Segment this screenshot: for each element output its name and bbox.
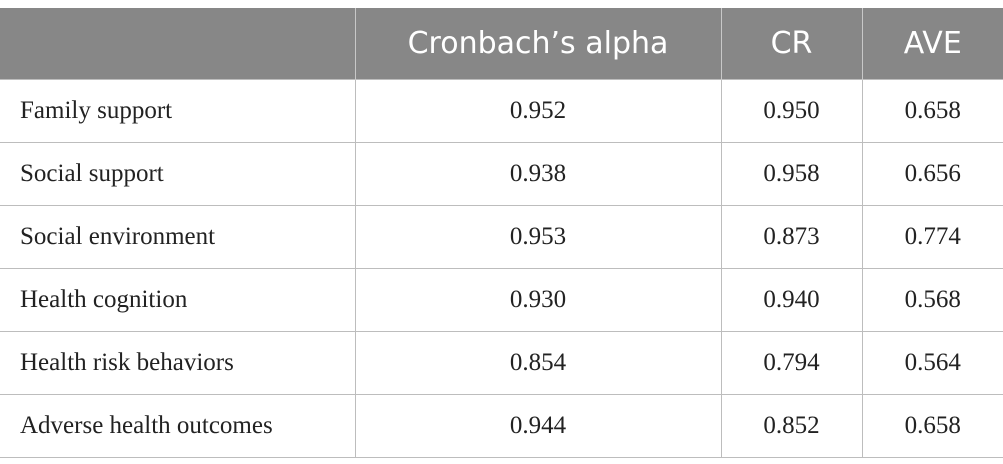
header-cell: CR [720,8,862,80]
value-cell: 0.952 [354,79,722,143]
value-cell: 0.958 [720,142,863,206]
value-cell: 0.930 [354,268,722,332]
value-cell: 0.953 [354,205,722,269]
value-cell: 0.950 [720,79,863,143]
value-cell: 0.774 [861,205,1003,269]
value-cell: 0.852 [720,394,863,458]
table-row: Family support 0.952 0.950 0.658 [0,79,1003,143]
header-cell: Cronbach’s alpha [354,8,721,80]
header-cell [0,8,355,80]
row-label: Family support [0,79,356,143]
table-row: Adverse health outcomes 0.944 0.852 0.658 [0,394,1003,458]
table-row: Health risk behaviors 0.854 0.794 0.564 [0,331,1003,395]
value-cell: 0.854 [354,331,722,395]
value-cell: 0.944 [354,394,722,458]
table-row: Social environment 0.953 0.873 0.774 [0,205,1003,269]
value-cell: 0.564 [861,331,1003,395]
header-row: Cronbach’s alpha CR AVE [0,8,1003,80]
table-row: Health cognition 0.930 0.940 0.568 [0,268,1003,332]
row-label: Health cognition [0,268,356,332]
value-cell: 0.873 [720,205,863,269]
row-label: Health risk behaviors [0,331,356,395]
value-cell: 0.940 [720,268,863,332]
value-cell: 0.938 [354,142,722,206]
value-cell: 0.658 [861,79,1003,143]
value-cell: 0.568 [861,268,1003,332]
table-row: Social support 0.938 0.958 0.656 [0,142,1003,206]
value-cell: 0.794 [720,331,863,395]
header-cell: AVE [861,8,1003,80]
value-cell: 0.658 [861,394,1003,458]
table: Cronbach’s alpha CR AVE Family support 0.95… [0,8,1003,458]
value-cell: 0.656 [861,142,1003,206]
row-label: Social support [0,142,356,206]
row-label: Social environment [0,205,356,269]
row-label: Adverse health outcomes [0,394,356,458]
